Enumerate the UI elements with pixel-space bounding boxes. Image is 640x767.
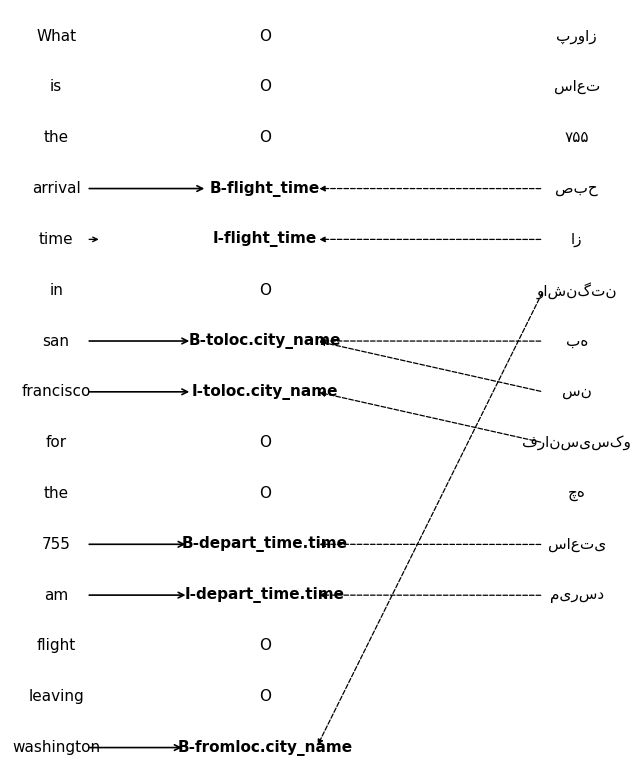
Text: B-flight_time: B-flight_time [210,180,320,196]
Text: O: O [259,80,271,94]
Text: in: in [49,283,63,298]
Text: O: O [259,690,271,704]
Text: flight: flight [36,638,76,653]
Text: صبح: صبح [556,181,598,196]
Text: به: به [566,334,588,348]
Text: چه: چه [568,486,586,501]
Text: leaving: leaving [28,690,84,704]
Text: ۷۵۵: ۷۵۵ [564,130,589,145]
Text: O: O [259,130,271,145]
Text: san: san [43,334,70,348]
Text: I-depart_time.time: I-depart_time.time [185,587,345,603]
Text: B-fromloc.city_name: B-fromloc.city_name [177,739,353,755]
Text: 755: 755 [42,537,70,551]
Text: am: am [44,588,68,603]
Text: ساعت: ساعت [554,80,600,94]
Text: I-flight_time: I-flight_time [213,232,317,248]
Text: واشنگتن: واشنگتن [536,281,617,298]
Text: What: What [36,28,76,44]
Text: O: O [259,486,271,501]
Text: از: از [571,232,582,247]
Text: O: O [259,28,271,44]
Text: the: the [44,486,68,501]
Text: for: for [45,435,67,450]
Text: B-depart_time.time: B-depart_time.time [182,536,348,552]
Text: washington: washington [12,740,100,755]
Text: arrival: arrival [32,181,81,196]
Text: time: time [39,232,74,247]
Text: میرسد: میرسد [550,588,604,603]
Text: O: O [259,283,271,298]
Text: فرانسیسکو: فرانسیسکو [522,435,631,450]
Text: B-toloc.city_name: B-toloc.city_name [189,333,341,349]
Text: O: O [259,435,271,450]
Text: سن: سن [562,384,592,400]
Text: O: O [259,638,271,653]
Text: I-toloc.city_name: I-toloc.city_name [192,384,339,400]
Text: the: the [44,130,68,145]
Text: ساعتی: ساعتی [548,537,606,552]
Text: is: is [50,80,62,94]
Text: پرواز: پرواز [556,28,597,44]
Text: francisco: francisco [22,384,91,400]
